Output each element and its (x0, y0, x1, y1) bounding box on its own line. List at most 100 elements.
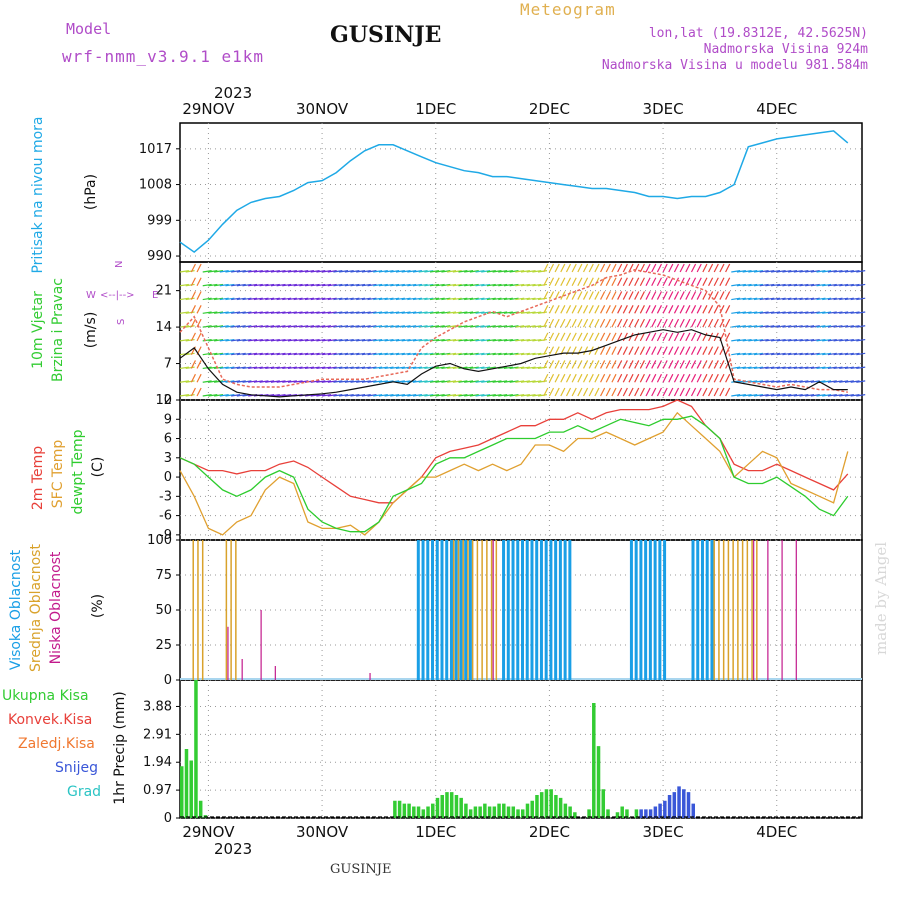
precip-bar (521, 809, 525, 818)
wind-barb (253, 270, 263, 273)
wind-barb (753, 380, 764, 383)
wind-barb (418, 338, 428, 342)
wind-barb (344, 352, 354, 356)
wind-barb (594, 373, 600, 383)
wind-barb (679, 263, 685, 273)
wind-barb (333, 297, 343, 301)
wind-barb (492, 297, 502, 301)
wind-barb (373, 297, 383, 301)
wind-barb (736, 270, 746, 273)
wind-barb (441, 338, 451, 342)
wind-barb (441, 366, 451, 370)
precip-bar (625, 809, 629, 818)
wind-barb (634, 318, 640, 328)
wind-barb (208, 394, 218, 397)
wind-barb (548, 373, 555, 383)
wind-barb (793, 352, 803, 356)
ytick-label-wind: 0 (164, 393, 172, 408)
wind-barb (407, 325, 417, 328)
precip-bar (539, 792, 544, 818)
wind-barb (401, 338, 411, 342)
ytick-label-clouds: 100 (147, 533, 172, 548)
wind-barb (651, 263, 657, 273)
wind-barb (656, 360, 663, 369)
wind-barb (242, 325, 252, 328)
bottom-day-label: 2DEC (529, 823, 570, 841)
high-cloud-bar (648, 540, 652, 680)
wind-barb (696, 318, 702, 328)
wind-barb (344, 283, 354, 287)
top-day-label: 4DEC (756, 100, 797, 118)
wind-barb (452, 270, 462, 273)
wind-barb (486, 338, 496, 342)
wind-barb (259, 338, 269, 342)
wind-barb (361, 270, 371, 273)
low-cloud-bar (369, 673, 371, 680)
wind-barb (776, 394, 786, 397)
wind-barb (617, 318, 623, 328)
wind-barb (492, 325, 502, 328)
precip-bar (558, 797, 563, 818)
wind-barb (282, 325, 292, 328)
wind-barb (822, 297, 832, 301)
mid-cloud-bar (732, 540, 734, 680)
wind-barb (594, 332, 600, 342)
ytick-label-temperature: 3 (164, 451, 172, 466)
wind-barb (736, 366, 746, 370)
wind-barb (475, 338, 485, 342)
wind-barb (401, 352, 411, 356)
high-cloud-bar (464, 540, 468, 680)
wind-barb (503, 338, 513, 342)
wind-barb (464, 338, 474, 342)
wind-barb (827, 311, 837, 314)
wind-barb (248, 352, 258, 356)
wind-barb (731, 366, 741, 370)
wind-barb (299, 311, 309, 314)
wind-barb (390, 297, 400, 301)
wind-barb (231, 325, 241, 328)
wind-barb (412, 283, 423, 287)
wind-barb (242, 311, 252, 314)
wind-barb (719, 291, 725, 300)
wind-barb (537, 325, 548, 328)
mid-cloud-bar (471, 540, 474, 680)
wind-barb (748, 297, 758, 301)
wind-barb (753, 270, 764, 273)
precip-bar (672, 792, 677, 818)
wind-barb (310, 352, 320, 356)
wind-barb (839, 338, 849, 342)
wind-barb (776, 283, 786, 287)
precip-bar (686, 792, 691, 818)
wind-barb (850, 352, 860, 356)
wind-barb (770, 283, 781, 287)
wind-barb (202, 380, 212, 383)
wind-barb (577, 387, 583, 397)
bottom-day-label: 30NOV (296, 823, 349, 841)
wind-barb (753, 283, 764, 287)
wind-barb (651, 277, 657, 287)
wind-barb (361, 366, 371, 370)
wind-barb (418, 380, 428, 383)
precip-bar (667, 795, 672, 818)
wind-barb (242, 366, 252, 370)
wind-barb (435, 338, 445, 342)
wind-barb (327, 338, 337, 342)
wind-barb (356, 380, 366, 383)
wind-barb (435, 352, 445, 356)
precip-bar (402, 803, 407, 818)
wind-barb (634, 305, 640, 314)
wind-barb (498, 380, 508, 383)
wind-barb (475, 394, 485, 397)
wind-barb (696, 332, 702, 342)
wind-barb (503, 394, 513, 397)
wind-barb (185, 338, 195, 342)
wind-barb (339, 380, 349, 383)
wind-barb (179, 394, 189, 397)
mid-cloud-bar (201, 540, 204, 680)
wind-barb (856, 311, 866, 314)
precip-bar (648, 809, 653, 818)
wind-barb (526, 366, 536, 370)
wind-barb (367, 270, 377, 273)
wind-barb (429, 270, 440, 273)
wind-barb (742, 270, 752, 273)
